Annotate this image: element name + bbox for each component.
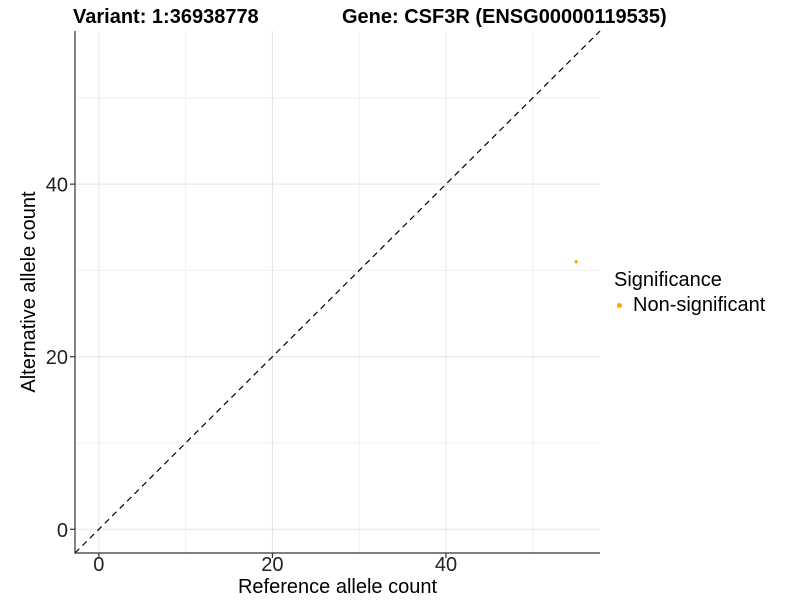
x-tick-label: 20 [261, 554, 283, 576]
legend-item: Non-significant [614, 293, 765, 317]
legend-title: Significance [614, 269, 722, 291]
x-tick-label: 0 [93, 554, 104, 576]
data-point [574, 260, 578, 264]
y-tick-label: 20 [46, 347, 68, 369]
legend-key-circle-icon [617, 302, 622, 308]
x-axis-title: Reference allele count [237, 576, 437, 598]
identity-line [74, 30, 601, 554]
y-tick-label: 40 [46, 175, 68, 197]
legend-item-label: Non-significant [633, 294, 766, 316]
y-axis-title: Alternative allele count [18, 191, 40, 393]
y-tick-label: 0 [57, 520, 68, 542]
x-tick-label: 40 [435, 554, 457, 576]
legend: Significance Non-significant [614, 268, 765, 317]
variant-title: Variant: 1:36938778 [73, 6, 259, 28]
gene-title: Gene: CSF3R (ENSG00000119535) [342, 6, 667, 28]
